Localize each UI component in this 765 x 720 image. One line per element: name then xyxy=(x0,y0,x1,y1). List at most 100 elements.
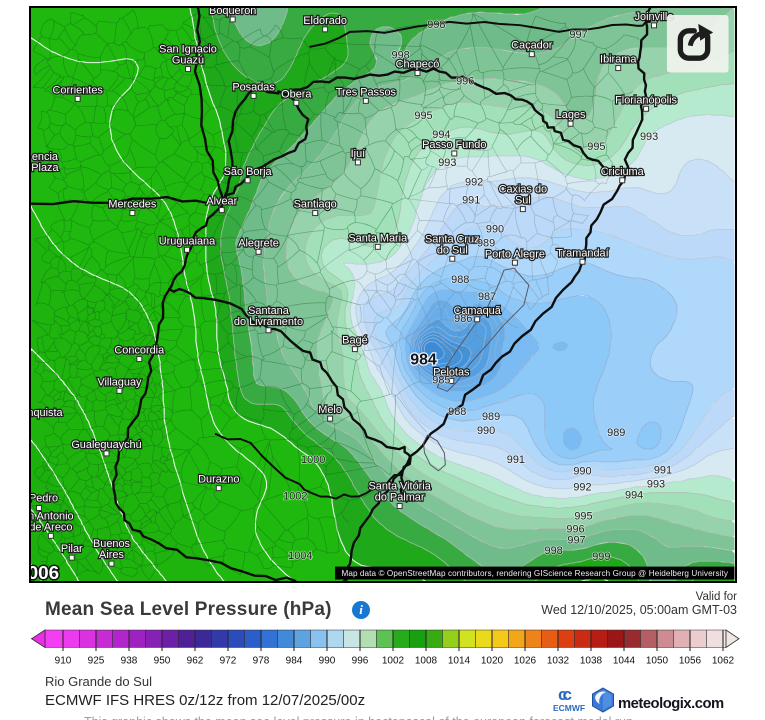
svg-text:997: 997 xyxy=(567,534,585,546)
svg-text:910: 910 xyxy=(55,656,72,667)
svg-text:meteologix.com: meteologix.com xyxy=(618,696,724,712)
svg-text:Ijuí: Ijuí xyxy=(351,147,366,159)
svg-text:989: 989 xyxy=(477,237,495,249)
svg-text:Caçador: Caçador xyxy=(511,39,553,51)
svg-text:998: 998 xyxy=(392,49,410,61)
svg-text:Tres Passos: Tres Passos xyxy=(336,86,397,98)
svg-text:996: 996 xyxy=(456,75,474,87)
svg-text:do Sul: do Sul xyxy=(437,244,468,256)
svg-text:Florianópolis: Florianópolis xyxy=(615,94,677,106)
svg-text:Buenos: Buenos xyxy=(93,538,131,550)
svg-text:Concordia: Concordia xyxy=(114,344,165,356)
svg-text:Criciuma: Criciuma xyxy=(601,165,645,177)
svg-text:1050: 1050 xyxy=(646,656,669,667)
svg-text:Lages: Lages xyxy=(556,109,586,121)
svg-text:988: 988 xyxy=(448,406,466,418)
svg-text:995: 995 xyxy=(414,110,432,122)
svg-text:do Palmar: do Palmar xyxy=(375,491,425,503)
svg-text:1062: 1062 xyxy=(712,656,735,667)
svg-text:Santa Cruz: Santa Cruz xyxy=(425,233,480,245)
svg-text:991: 991 xyxy=(507,453,525,465)
svg-text:994: 994 xyxy=(625,489,643,501)
svg-text:996: 996 xyxy=(566,523,584,535)
svg-text:Map data © OpenStreetMap contr: Map data © OpenStreetMap contributors, r… xyxy=(341,569,728,578)
svg-text:1006: 1006 xyxy=(31,562,59,581)
svg-text:993: 993 xyxy=(438,156,456,168)
svg-text:Caxias do: Caxias do xyxy=(499,183,548,195)
svg-text:Pilar: Pilar xyxy=(61,543,83,555)
svg-text:994: 994 xyxy=(432,129,450,141)
svg-text:1032: 1032 xyxy=(547,656,570,667)
svg-text:Mercedes: Mercedes xyxy=(108,198,156,210)
svg-text:San Ignacio: San Ignacio xyxy=(159,43,217,55)
svg-text:990: 990 xyxy=(477,425,495,437)
svg-text:1020: 1020 xyxy=(481,656,504,667)
svg-text:988: 988 xyxy=(451,274,469,286)
svg-text:Camaquã: Camaquã xyxy=(453,304,501,316)
svg-text:de Areco: de Areco xyxy=(31,521,72,533)
svg-text:Joinville: Joinville xyxy=(635,10,674,22)
svg-text:962: 962 xyxy=(187,656,204,667)
svg-text:Aires: Aires xyxy=(99,549,124,561)
svg-text:Santa Vitória: Santa Vitória xyxy=(369,480,432,492)
svg-text:Porto Alegre: Porto Alegre xyxy=(485,248,545,260)
svg-text:984: 984 xyxy=(410,351,437,368)
svg-text:989: 989 xyxy=(482,411,500,423)
svg-text:1026: 1026 xyxy=(514,656,537,667)
svg-text:991: 991 xyxy=(654,464,672,476)
svg-text:do Livramento: do Livramento xyxy=(234,315,303,327)
svg-text:onquista: onquista xyxy=(31,407,63,419)
svg-text:São Borja: São Borja xyxy=(224,165,273,177)
svg-text:992: 992 xyxy=(573,481,591,493)
svg-text:Boqueron: Boqueron xyxy=(209,8,256,17)
svg-text:1044: 1044 xyxy=(613,656,636,667)
svg-text:n Antonio: n Antonio xyxy=(31,510,74,522)
svg-text:1014: 1014 xyxy=(448,656,471,667)
svg-text:Chapecó: Chapecó xyxy=(396,58,440,70)
svg-text:Santa Maria: Santa Maria xyxy=(348,232,408,244)
svg-text:991: 991 xyxy=(462,194,480,206)
svg-text:Villaguay: Villaguay xyxy=(97,376,142,388)
svg-text:Durazno: Durazno xyxy=(198,473,239,485)
svg-text:993: 993 xyxy=(647,478,665,490)
svg-text:990: 990 xyxy=(486,223,504,235)
svg-text:998: 998 xyxy=(427,18,445,30)
svg-text:Eldorado: Eldorado xyxy=(303,14,347,26)
svg-text:1002: 1002 xyxy=(382,656,405,667)
svg-text:ECMWF: ECMWF xyxy=(553,703,585,713)
svg-text:1004: 1004 xyxy=(288,550,312,562)
svg-text:985: 985 xyxy=(432,374,450,386)
svg-text:Posadas: Posadas xyxy=(232,81,275,93)
svg-text:Tramandaí: Tramandaí xyxy=(556,247,608,259)
svg-text:Passo Fundo: Passo Fundo xyxy=(422,139,486,151)
svg-text:1002: 1002 xyxy=(283,490,307,502)
svg-text:cc: cc xyxy=(558,685,571,704)
svg-text:925: 925 xyxy=(88,656,105,667)
svg-text:Ibirama: Ibirama xyxy=(600,53,637,65)
svg-text:Guazú: Guazú xyxy=(172,54,204,66)
svg-text:Obera: Obera xyxy=(281,88,312,100)
svg-text:Gualeguaychú: Gualeguaychú xyxy=(71,438,141,450)
svg-text:950: 950 xyxy=(154,656,171,667)
svg-text:996: 996 xyxy=(352,656,369,667)
svg-text:Santiago: Santiago xyxy=(294,198,337,210)
svg-text:Corrientes: Corrientes xyxy=(53,84,104,96)
svg-text:Santana: Santana xyxy=(248,304,290,316)
svg-text:995: 995 xyxy=(574,510,592,522)
svg-text:938: 938 xyxy=(121,656,138,667)
svg-text:998: 998 xyxy=(545,545,563,557)
svg-text:978: 978 xyxy=(253,656,270,667)
svg-text:990: 990 xyxy=(319,656,336,667)
svg-text:Pelotas: Pelotas xyxy=(433,366,470,378)
svg-text:Melo: Melo xyxy=(318,404,342,416)
svg-text:987: 987 xyxy=(478,290,496,302)
svg-text:1038: 1038 xyxy=(580,656,603,667)
svg-text:Alvear: Alvear xyxy=(206,195,237,207)
svg-text:1056: 1056 xyxy=(679,656,702,667)
svg-text:1008: 1008 xyxy=(415,656,438,667)
svg-text:999: 999 xyxy=(592,551,610,563)
svg-text:1000: 1000 xyxy=(301,453,325,465)
svg-text:Sul: Sul xyxy=(515,194,531,206)
svg-text:995: 995 xyxy=(587,141,605,153)
svg-text:n Pedro: n Pedro xyxy=(31,492,58,504)
